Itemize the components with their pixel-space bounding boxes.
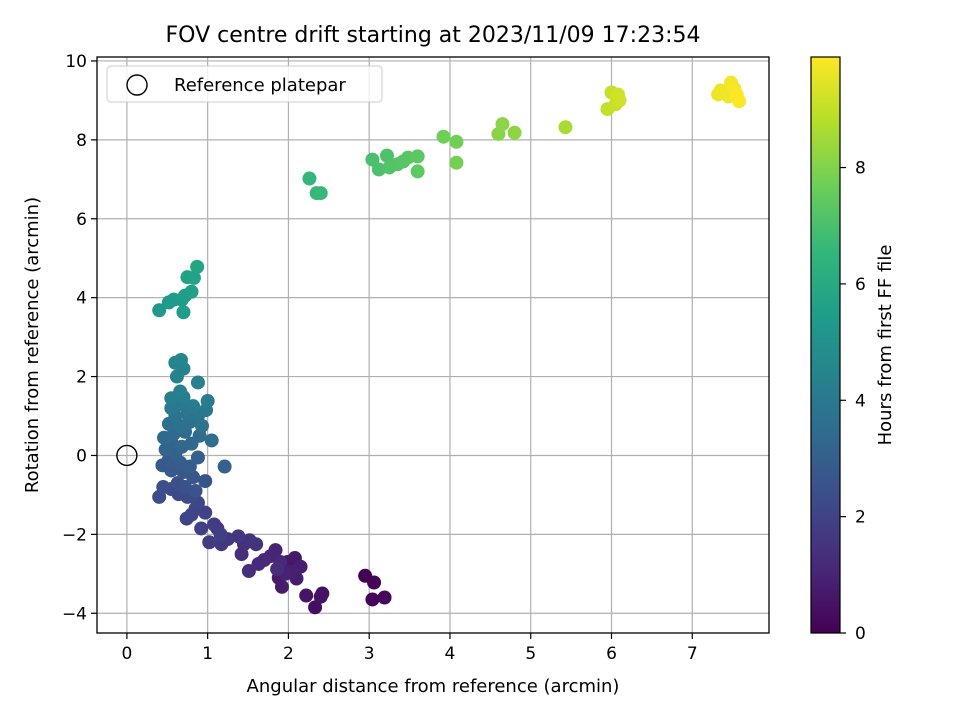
y-tick-label: 10 (65, 52, 87, 72)
data-point (190, 259, 205, 274)
colorbar-tick-label: 2 (855, 508, 866, 528)
data-point (249, 537, 264, 552)
x-tick-label: 2 (283, 644, 294, 664)
data-point (190, 450, 205, 465)
x-tick-label: 5 (525, 644, 536, 664)
data-point (152, 303, 167, 318)
y-tick-label: 2 (76, 368, 87, 388)
data-point (495, 117, 510, 132)
data-point (213, 527, 228, 542)
data-point (313, 589, 328, 604)
x-tick-label: 4 (445, 644, 456, 664)
colorbar-tick-label: 6 (855, 275, 866, 295)
data-point (377, 590, 392, 605)
y-tick-label: −4 (62, 604, 87, 624)
data-point (190, 375, 205, 390)
legend-label-reference-platepar: Reference platepar (174, 75, 346, 96)
data-point (612, 93, 627, 108)
data-point (184, 507, 199, 522)
data-point (188, 483, 203, 498)
legend-marker-open-circle (126, 74, 148, 96)
data-point (186, 399, 201, 414)
x-tick-label: 7 (687, 644, 698, 664)
data-point (449, 155, 464, 170)
x-tick-label: 0 (121, 644, 132, 664)
legend-box (106, 65, 383, 103)
y-axis-ticks: −4 −2 0 2 4 6 8 10 (62, 52, 97, 624)
y-tick-label: 6 (76, 210, 87, 230)
colorbar-tick-label: 0 (855, 624, 866, 644)
data-point (270, 562, 285, 577)
data-point (241, 564, 256, 579)
data-point (299, 588, 314, 603)
data-point (190, 495, 205, 510)
y-axis-label: Rotation from reference (arcmin) (22, 197, 43, 493)
data-point (207, 517, 222, 532)
data-point (558, 120, 573, 135)
colorbar (810, 56, 841, 634)
data-point (202, 535, 217, 550)
data-point (507, 125, 522, 140)
data-point (217, 459, 232, 474)
data-point (410, 149, 425, 164)
y-tick-label: 8 (76, 131, 87, 151)
data-point (449, 134, 464, 149)
colorbar-label: Hours from first FF file (875, 245, 896, 446)
colorbar-tick-label: 4 (855, 391, 866, 411)
x-tick-label: 6 (606, 644, 617, 664)
grid-lines (97, 57, 769, 633)
data-point (436, 129, 451, 144)
reference-platepar-marker (116, 444, 138, 467)
data-point (251, 556, 266, 571)
data-point (732, 94, 747, 109)
x-axis-label: Angular distance from reference (arcmin) (247, 676, 620, 697)
data-point (204, 433, 219, 448)
data-point (410, 164, 425, 179)
y-tick-label: 4 (76, 289, 87, 309)
x-tick-label: 3 (364, 644, 375, 664)
data-point (176, 305, 191, 320)
data-point (173, 384, 188, 399)
data-point (186, 270, 201, 285)
data-point (174, 352, 188, 367)
data-point (184, 284, 199, 299)
colorbar-tick-label: 8 (855, 159, 866, 179)
data-point (302, 171, 317, 186)
data-points (152, 75, 747, 615)
data-point (274, 579, 289, 594)
data-point (178, 480, 193, 495)
colorbar-ticks: 0 2 4 6 8 (840, 159, 866, 644)
data-point (194, 521, 209, 536)
reference-marker (116, 444, 138, 467)
data-point (182, 459, 197, 474)
data-point (308, 600, 323, 615)
data-point (371, 162, 386, 177)
data-point (156, 480, 171, 495)
y-tick-label: 0 (76, 446, 87, 466)
data-point (365, 152, 380, 167)
x-axis-ticks: 0 1 2 3 4 5 6 7 (121, 633, 698, 664)
data-point (365, 592, 380, 607)
plot-frame (96, 56, 770, 634)
data-point (313, 186, 328, 201)
x-tick-label: 1 (202, 644, 213, 664)
data-point (367, 575, 382, 590)
data-point (379, 148, 394, 163)
chart-title: FOV centre drift starting at 2023/11/09 … (166, 23, 701, 48)
data-point (164, 401, 179, 416)
legend: Reference platepar (106, 65, 383, 103)
y-tick-label: −2 (62, 525, 87, 545)
data-point (231, 529, 246, 544)
data-point (198, 474, 213, 489)
data-point (200, 394, 215, 409)
